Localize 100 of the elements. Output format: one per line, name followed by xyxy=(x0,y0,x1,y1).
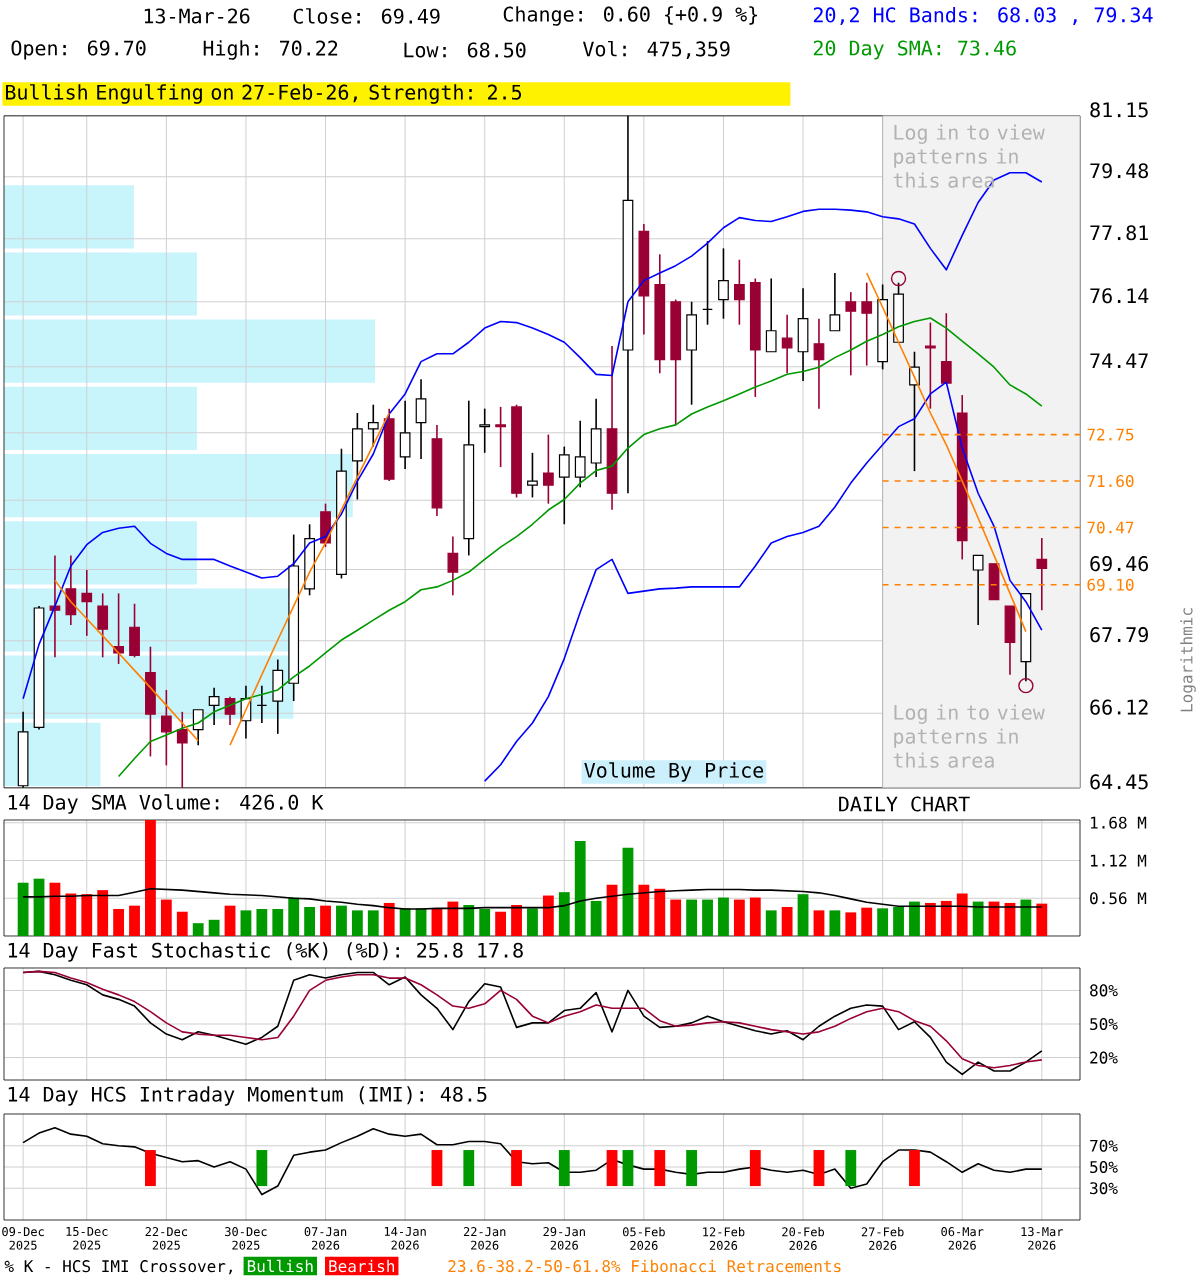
bar xyxy=(940,900,952,936)
bar xyxy=(256,909,268,936)
candlestick xyxy=(97,592,109,659)
bar xyxy=(4,386,197,450)
bar xyxy=(192,923,204,936)
candlestick xyxy=(527,452,538,499)
y-tick-label: 67.79 xyxy=(1090,627,1148,643)
y-tick-label: 69.46 xyxy=(1090,556,1148,572)
candlestick xyxy=(558,445,570,526)
ref-line-label: 70.47 xyxy=(1087,521,1134,534)
y-tick-label: 66.12 xyxy=(1090,699,1148,715)
y-tick-label: 76.14 xyxy=(1090,288,1149,304)
candlestick xyxy=(192,708,204,746)
y-tick-label: 70% xyxy=(1090,1139,1118,1152)
bar xyxy=(972,901,984,936)
bar xyxy=(4,185,134,249)
bar xyxy=(781,907,793,936)
bar xyxy=(4,521,197,585)
candlestick xyxy=(1004,605,1016,676)
candlestick xyxy=(574,419,586,489)
text: 23.6-38.2-50-61.8% Fibonacci Retracements xyxy=(448,1259,841,1273)
chart-title: 14 Day Fast Stochastic (%K) (%D): 25.8 17.8 xyxy=(8,942,523,962)
text: Close: 69.49 xyxy=(293,8,440,24)
y-tick-label: 77.81 xyxy=(1090,225,1148,241)
bar xyxy=(797,894,809,936)
bar xyxy=(877,908,889,936)
bar xyxy=(320,905,331,936)
bar xyxy=(542,895,554,936)
bar xyxy=(1020,899,1032,936)
y-axis-title: Logarithmic xyxy=(1180,608,1196,712)
bar xyxy=(336,905,347,936)
bar xyxy=(479,909,491,936)
bar xyxy=(463,904,475,936)
bar xyxy=(924,902,936,936)
ref-line-label: 69.10 xyxy=(1087,578,1134,591)
y-tick-label: 1.68 M xyxy=(1090,816,1147,829)
bar xyxy=(113,909,125,936)
bar xyxy=(765,910,777,936)
y-tick-label: 80% xyxy=(1090,984,1118,997)
candlestick xyxy=(160,689,172,767)
candlestick xyxy=(845,291,857,377)
bar xyxy=(861,907,873,936)
text: 13-Mar-26 xyxy=(144,8,250,24)
candlestick xyxy=(367,403,379,448)
y-tick-label: 64.45 xyxy=(1090,774,1148,790)
candlestick xyxy=(479,407,491,454)
line-series xyxy=(229,412,390,746)
annotation: Volume By Price xyxy=(584,762,764,782)
ref-line-label: 71.60 xyxy=(1087,475,1134,488)
chart-title: 14 Day SMA Volume: 426.0 K xyxy=(8,794,324,814)
text: Vol: 475,359 xyxy=(582,40,730,60)
candlestick xyxy=(925,321,936,410)
y-tick-label: 81.15 xyxy=(1090,102,1148,118)
bar xyxy=(718,897,729,936)
bar xyxy=(670,899,682,936)
bar xyxy=(749,897,761,936)
text: 20 Day SMA: 73.46 xyxy=(813,40,1016,60)
candlestick xyxy=(495,406,506,468)
text: Change: 0.60 {+0.9 %} xyxy=(503,6,758,26)
candlestick xyxy=(176,711,188,789)
bar xyxy=(909,901,920,936)
candlestick xyxy=(829,272,841,332)
bar xyxy=(224,905,236,936)
line-series xyxy=(22,1126,1043,1196)
ref-line-label: 72.75 xyxy=(1087,428,1134,441)
bar xyxy=(81,894,93,936)
candlestick xyxy=(861,281,873,367)
candlestick xyxy=(1036,537,1048,612)
candlestick xyxy=(399,399,411,470)
bar xyxy=(272,909,284,936)
bar xyxy=(1036,903,1048,936)
candlestick xyxy=(447,535,459,597)
bar xyxy=(686,899,698,936)
candlestick xyxy=(718,247,729,320)
candlestick xyxy=(702,240,713,326)
candlestick xyxy=(590,398,602,478)
candlestick xyxy=(145,645,156,758)
bar xyxy=(4,252,197,316)
candlestick xyxy=(797,287,809,382)
annotation: Log in to view patterns in this area xyxy=(893,704,1045,768)
bar xyxy=(511,904,522,936)
candlestick xyxy=(686,300,697,406)
text: Low: 68.50 xyxy=(404,42,526,58)
candlestick xyxy=(734,258,745,326)
candlestick xyxy=(272,658,284,735)
bar xyxy=(638,884,650,936)
y-tick-label: 20% xyxy=(1090,1051,1118,1064)
line-series xyxy=(117,317,1043,778)
candlestick xyxy=(81,569,93,637)
candlestick xyxy=(65,554,77,626)
bar xyxy=(240,910,252,936)
y-tick-label: 50% xyxy=(1090,1160,1118,1174)
candlestick xyxy=(256,684,268,724)
line-series xyxy=(54,579,199,742)
y-tick-label: 79.48 xyxy=(1090,163,1148,179)
bar xyxy=(160,899,172,936)
candlestick xyxy=(542,433,554,505)
text: Bullish xyxy=(247,1259,313,1273)
y-tick-label: 1.12 M xyxy=(1090,854,1147,867)
bar xyxy=(622,847,634,936)
